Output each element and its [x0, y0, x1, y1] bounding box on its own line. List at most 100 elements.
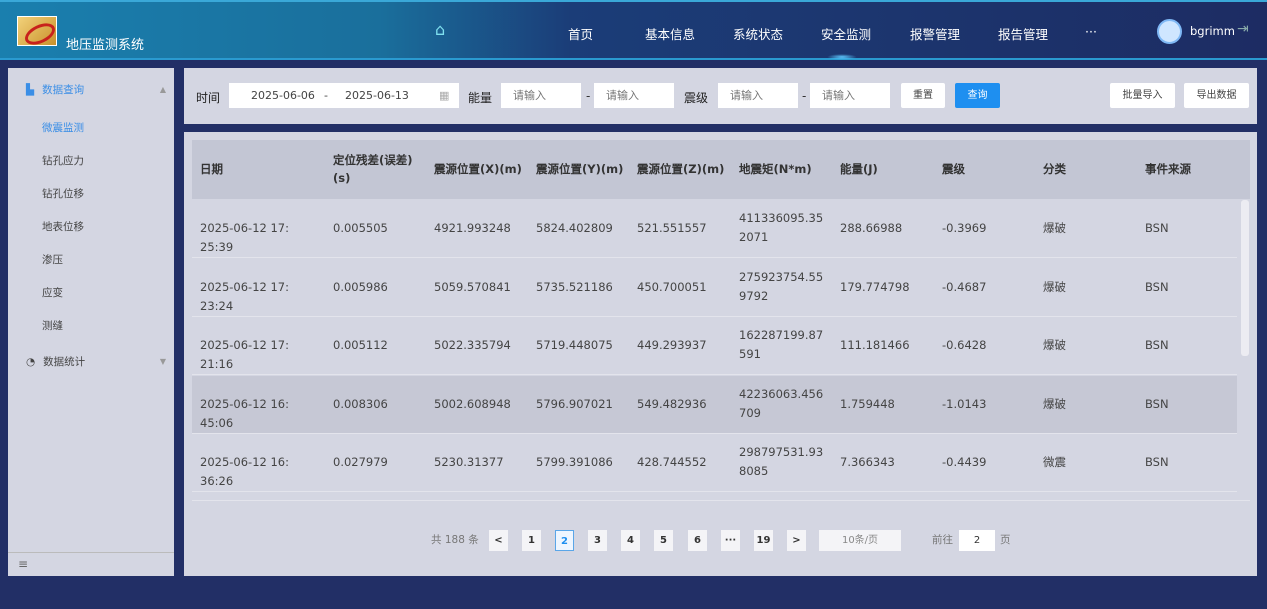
batch-import-button[interactable]: 批量导入 [1110, 83, 1175, 108]
range-sep: - [802, 89, 807, 103]
column-header: 震源位置(Y)(m) [536, 162, 624, 176]
table-cell: 2025-06-12 16:36:26 [200, 455, 289, 488]
nav-more[interactable]: ··· [1085, 24, 1097, 39]
table-cell: 5022.335794 [434, 338, 511, 352]
sidebar-group-data-stats[interactable]: ◔ 数据统计 ▼ [26, 354, 166, 369]
logout-icon[interactable]: ⇥ [1237, 21, 1249, 37]
table-cell: 5059.570841 [434, 279, 511, 294]
sidebar-item-seepage[interactable]: 渗压 [42, 254, 63, 266]
date-end: 2025-06-13 [345, 89, 409, 102]
column-header: 事件来源 [1145, 162, 1191, 176]
table-cell: 549.482936 [637, 396, 707, 411]
table-cell: -0.3969 [942, 221, 987, 235]
table-cell: 0.005986 [333, 279, 388, 294]
table-cell: 2025-06-12 17:23:24 [200, 279, 289, 313]
chevron-down-icon: ▼ [159, 357, 166, 366]
chevron-up-icon: ▲ [159, 85, 166, 94]
next-page-button[interactable]: > [787, 530, 806, 551]
column-header: 震级 [942, 162, 965, 176]
sidebar-item-microseismic[interactable]: 微震监测 [42, 122, 84, 134]
calendar-icon: ▦ [439, 89, 450, 102]
nav-system-status[interactable]: 系统状态 [733, 27, 784, 42]
sidebar-item-borehole-displacement[interactable]: 钻孔位移 [42, 188, 84, 200]
table-cell: 0.005112 [333, 338, 388, 352]
page-size-select[interactable]: 10条/页 [819, 530, 901, 551]
table-cell: 微震 [1043, 455, 1066, 469]
page-button[interactable]: 3 [588, 530, 607, 551]
prev-page-button[interactable]: < [489, 530, 508, 551]
page-button[interactable]: ··· [721, 530, 740, 551]
export-button[interactable]: 导出数据 [1184, 83, 1249, 108]
table-cell: 2025-06-12 17:21:16 [200, 338, 289, 371]
scrollbar[interactable] [1241, 200, 1249, 356]
column-header: 日期 [200, 162, 223, 176]
sidebar-group-data-query[interactable]: ▙ 数据查询 ▲ [26, 82, 166, 97]
date-sep: - [324, 89, 328, 102]
sidebar-item-strain[interactable]: 应变 [42, 287, 63, 299]
magnitude-label: 震级 [684, 91, 709, 105]
table-cell: 450.700051 [637, 279, 707, 294]
table-row[interactable]: 2025-06-12 17:23:24 0.005986 5059.570841 57… [192, 259, 1237, 317]
table-cell: 7.366343 [840, 455, 895, 469]
table-cell: 5796.907021 [536, 396, 613, 411]
sidebar-item-borehole-stress[interactable]: 钻孔应力 [42, 155, 84, 167]
total-count: 共 188 条 [431, 534, 479, 546]
energy-label: 能量 [468, 91, 493, 105]
table-cell: 1.759448 [840, 396, 895, 411]
sidebar-item-surface-displacement[interactable]: 地表位移 [42, 221, 84, 233]
page-button[interactable]: 19 [754, 530, 773, 551]
nav-home[interactable]: 首页 [568, 27, 594, 42]
date-range-picker[interactable]: 2025-06-06 - 2025-06-13 ▦ [229, 83, 459, 108]
nav-report-management[interactable]: 报告管理 [998, 27, 1049, 42]
table-cell: -0.6428 [942, 338, 987, 352]
data-table: 日期 定位残差(误差)(s) 震源位置(X)(m) 震源位置(Y)(m) 震源位置(Z)… [184, 132, 1257, 576]
table-cell: 2025-06-12 16:45:06 [200, 396, 289, 430]
table-row[interactable]: 2025-06-12 16:36:26 0.027979 5230.31377 579… [192, 434, 1237, 492]
table-header: 日期 定位残差(误差)(s) 震源位置(X)(m) 震源位置(Y)(m) 震源位置(Z)… [192, 140, 1250, 199]
reset-button[interactable]: 重置 [901, 83, 945, 108]
sidebar-item-joint[interactable]: 测缝 [42, 320, 63, 332]
sidebar-group-label: 数据查询 [42, 84, 85, 96]
table-row[interactable]: 2025-06-12 17:21:16 0.005112 5022.335794 57… [192, 317, 1237, 375]
table-cell: BSN [1145, 396, 1169, 411]
page-button[interactable]: 2 [555, 530, 574, 551]
date-start: 2025-06-06 [251, 89, 315, 102]
table-cell: 爆破 [1043, 221, 1066, 235]
table-cell: 爆破 [1043, 338, 1066, 352]
username[interactable]: bgrimm [1190, 24, 1235, 38]
bar-chart-icon: ▙ [26, 83, 35, 96]
collapse-sidebar-button[interactable]: ≡ [8, 552, 174, 576]
table-cell: 0.005505 [333, 221, 388, 235]
page-button[interactable]: 6 [688, 530, 707, 551]
magnitude-max-input[interactable] [810, 83, 890, 108]
range-sep: - [586, 89, 591, 103]
table-cell: 2025-06-12 17:25:39 [200, 221, 289, 254]
table-cell: 5824.402809 [536, 221, 613, 235]
goto-label: 前往 [932, 534, 953, 546]
nav-alarm-management[interactable]: 报警管理 [910, 27, 961, 42]
goto-page-input[interactable]: 2 [959, 530, 995, 551]
energy-max-input[interactable] [594, 83, 674, 108]
table-cell: 449.293937 [637, 338, 707, 352]
home-icon[interactable]: ⌂ [435, 20, 446, 39]
query-button[interactable]: 查询 [955, 83, 1000, 108]
column-header: 地震矩(N*m) [739, 162, 812, 176]
avatar[interactable] [1157, 19, 1182, 44]
page-button[interactable]: 5 [654, 530, 673, 551]
table-cell: -1.0143 [942, 396, 987, 411]
nav-basic-info[interactable]: 基本信息 [645, 27, 696, 42]
table-cell: 162287199.87591 [739, 328, 824, 361]
table-row[interactable]: 2025-06-12 17:25:39 0.005505 4921.993248 58… [192, 200, 1237, 258]
magnitude-min-input[interactable] [718, 83, 798, 108]
page-button[interactable]: 1 [522, 530, 541, 551]
page-button[interactable]: 4 [621, 530, 640, 551]
table-cell: 爆破 [1043, 279, 1066, 294]
table-cell: -0.4687 [942, 279, 987, 294]
energy-min-input[interactable] [501, 83, 581, 108]
table-row[interactable]: 2025-06-12 16:45:06 0.008306 5002.608948 57… [192, 375, 1237, 434]
column-header: 震源位置(X)(m) [434, 162, 522, 176]
table-cell: 275923754.559792 [739, 269, 824, 303]
table-cell: 爆破 [1043, 396, 1066, 411]
nav-safety-monitoring[interactable]: 安全监测 [821, 24, 871, 60]
table-cell: 5002.608948 [434, 396, 511, 411]
